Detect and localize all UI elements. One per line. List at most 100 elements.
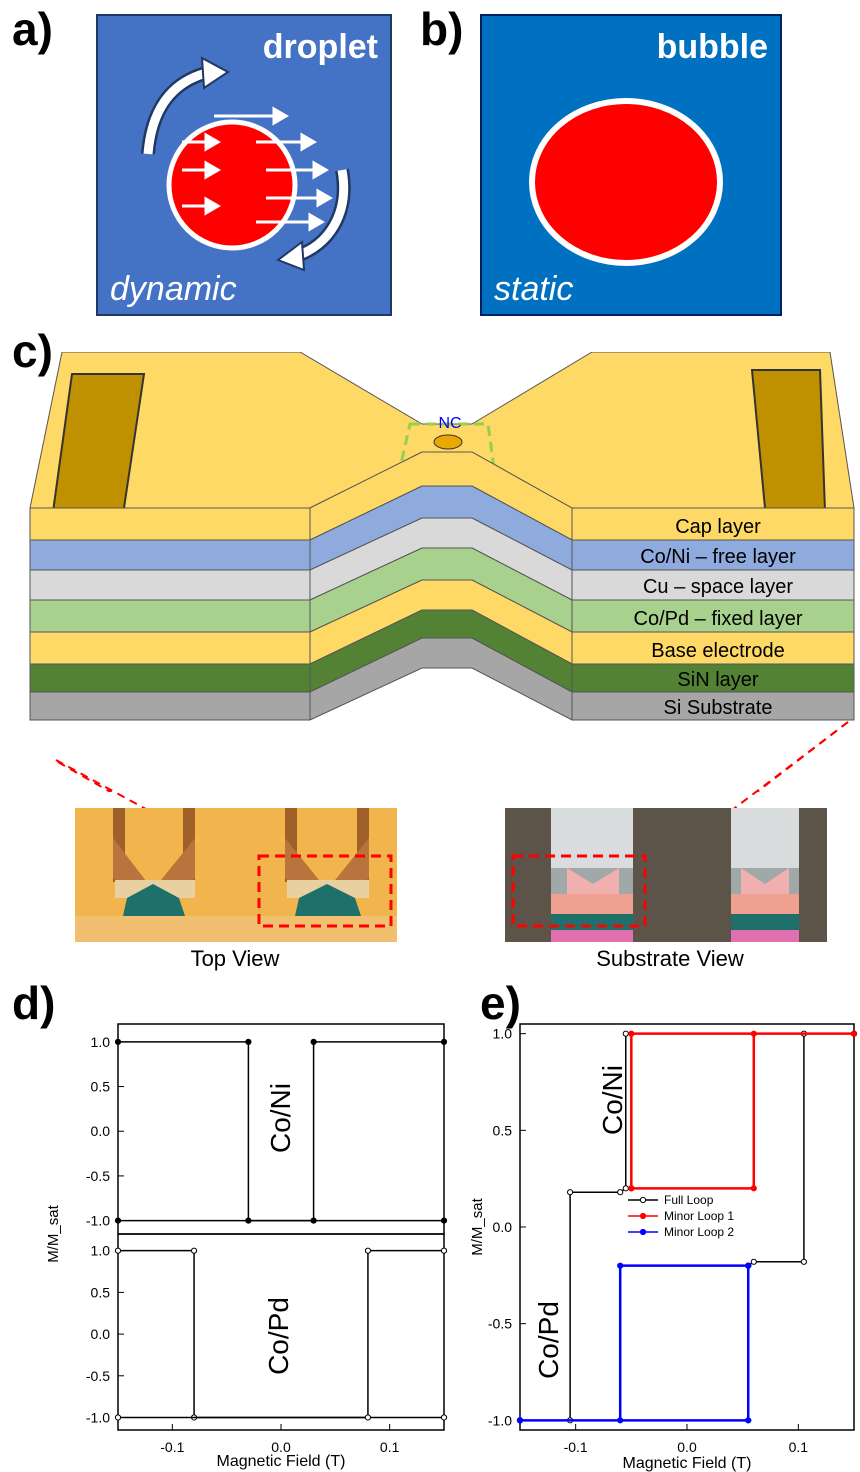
top-curved-arrow	[143, 67, 212, 155]
y-tick-label: 0.0	[91, 1326, 111, 1342]
y-tick-label: -1.0	[86, 1213, 110, 1229]
droplet-title: droplet	[263, 28, 378, 66]
data-point	[617, 1189, 624, 1196]
data-point	[190, 1247, 198, 1254]
y-tick-label: 0.5	[91, 1284, 111, 1300]
data-point	[745, 1262, 752, 1269]
panel-c-device: NC Cap layer Co/Ni – free layer Cu – spa…	[18, 351, 860, 883]
data-point	[745, 1417, 752, 1424]
layer-label-0: Cap layer	[675, 516, 761, 538]
nc-label: NC	[438, 415, 461, 432]
data-point	[516, 1417, 524, 1424]
label-co-ni: Co/Ni	[597, 1065, 628, 1135]
substrate-device-2	[731, 808, 799, 942]
data-point	[364, 1247, 372, 1254]
legend-marker-0	[639, 1196, 647, 1204]
droplet-subtitle: dynamic	[110, 270, 237, 308]
data-point	[567, 1189, 574, 1196]
y-tick-label: -0.5	[86, 1368, 110, 1384]
series-line-1	[630, 1032, 854, 1190]
y-tick-label: 0.5	[493, 1122, 513, 1138]
droplet-circle	[166, 119, 298, 251]
data-point	[628, 1030, 635, 1037]
data-point	[628, 1185, 635, 1192]
substrate-view-caption: Substrate View	[596, 946, 744, 971]
x-tick-label: 0.0	[677, 1439, 697, 1455]
top-view-device-1	[113, 808, 195, 916]
y-tick-label: -0.5	[86, 1168, 110, 1184]
x-axis-label: Magnetic Field (T)	[623, 1455, 752, 1472]
substrate-device-1	[551, 808, 633, 942]
y-axis-label: M/M_sat	[469, 1197, 486, 1255]
legend-marker-2	[639, 1228, 647, 1236]
bubble-ellipse	[529, 98, 723, 266]
data-point	[617, 1262, 624, 1269]
data-point	[245, 1038, 252, 1045]
bubble-subtitle: static	[494, 270, 573, 308]
top-view-device-2	[285, 808, 369, 916]
data-point	[622, 1030, 629, 1037]
chart-d: -1.0 -0.5 0.0 0.5 1.0 -1.0 -0.5 0.0 0.5 1.0 -0.1 0.…	[45, 1023, 448, 1470]
y-tick-label: -1.0	[488, 1412, 512, 1428]
data-point	[440, 1247, 448, 1254]
nc-box	[398, 422, 496, 470]
data-point	[617, 1417, 624, 1424]
x-tick-label: -0.1	[160, 1439, 184, 1455]
legend-marker-1	[639, 1212, 647, 1220]
data-point	[440, 1414, 448, 1421]
data-point	[364, 1414, 372, 1421]
nc-disk	[433, 434, 463, 450]
y-tick-label: 0.0	[493, 1219, 513, 1235]
data-point	[850, 1030, 858, 1037]
legend-label-0: Full Loop	[664, 1193, 714, 1207]
y-axis-label: M/M_sat	[45, 1204, 62, 1262]
data-point	[440, 1038, 448, 1045]
y-tick-label: -1.0	[86, 1409, 110, 1425]
data-point	[622, 1185, 629, 1192]
series-line-1	[118, 1041, 444, 1222]
layer-label-5: SiN layer	[677, 669, 758, 691]
layer-stack	[29, 451, 855, 721]
label-co-pd: Co/Pd	[263, 1297, 294, 1375]
y-tick-label: 1.0	[91, 1243, 111, 1259]
data-point	[750, 1185, 757, 1192]
panel-b-bubble: bubble static	[480, 14, 782, 316]
top-view-micrograph	[75, 808, 397, 942]
label-co-pd: Co/Pd	[533, 1301, 564, 1379]
data-point	[440, 1217, 448, 1224]
data-point	[114, 1038, 122, 1045]
panel-b-letter: b)	[420, 3, 464, 55]
x-tick-label: -0.1	[564, 1439, 588, 1455]
substrate-view-micrograph	[505, 808, 827, 942]
x-tick-label: 0.1	[789, 1439, 809, 1455]
layer-label-3: Co/Pd – fixed layer	[634, 608, 803, 630]
y-tick-label: 1.0	[493, 1026, 513, 1042]
chart-e: -1.0 -0.5 0.0 0.5 1.0 -0.1 0.0 0.1 Full Loop Mino…	[469, 1023, 858, 1472]
data-point	[114, 1247, 122, 1254]
x-tick-label: 0.0	[271, 1439, 291, 1455]
layer-label-2: Cu – space layer	[643, 576, 793, 598]
x-axis-label: Magnetic Field (T)	[217, 1453, 346, 1470]
top-view-caption: Top View	[190, 946, 280, 971]
y-tick-label: 0.0	[91, 1123, 111, 1139]
data-point	[310, 1217, 317, 1224]
legend-label-1: Minor Loop 1	[664, 1209, 734, 1223]
series-line-2	[520, 1264, 750, 1422]
y-tick-label: -0.5	[488, 1316, 512, 1332]
data-point	[114, 1217, 122, 1224]
panel-c-letter: c)	[12, 325, 53, 377]
bottom-curved-arrow	[294, 169, 349, 261]
layer-label-6: Si Substrate	[664, 697, 773, 719]
panel-a-droplet: droplet dynamic	[96, 14, 392, 316]
y-tick-label: 0.5	[91, 1079, 111, 1095]
series-line-0	[118, 1041, 444, 1222]
series-line-1	[118, 1249, 444, 1419]
panel-d-letter: d)	[12, 977, 56, 1029]
x-tick-label: 0.1	[380, 1439, 400, 1455]
data-point	[750, 1258, 757, 1265]
data-point	[750, 1030, 757, 1037]
data-point	[114, 1414, 122, 1421]
data-point	[310, 1038, 317, 1045]
layer-label-1: Co/Ni – free layer	[640, 546, 796, 568]
layer-label-4: Base electrode	[651, 640, 784, 662]
